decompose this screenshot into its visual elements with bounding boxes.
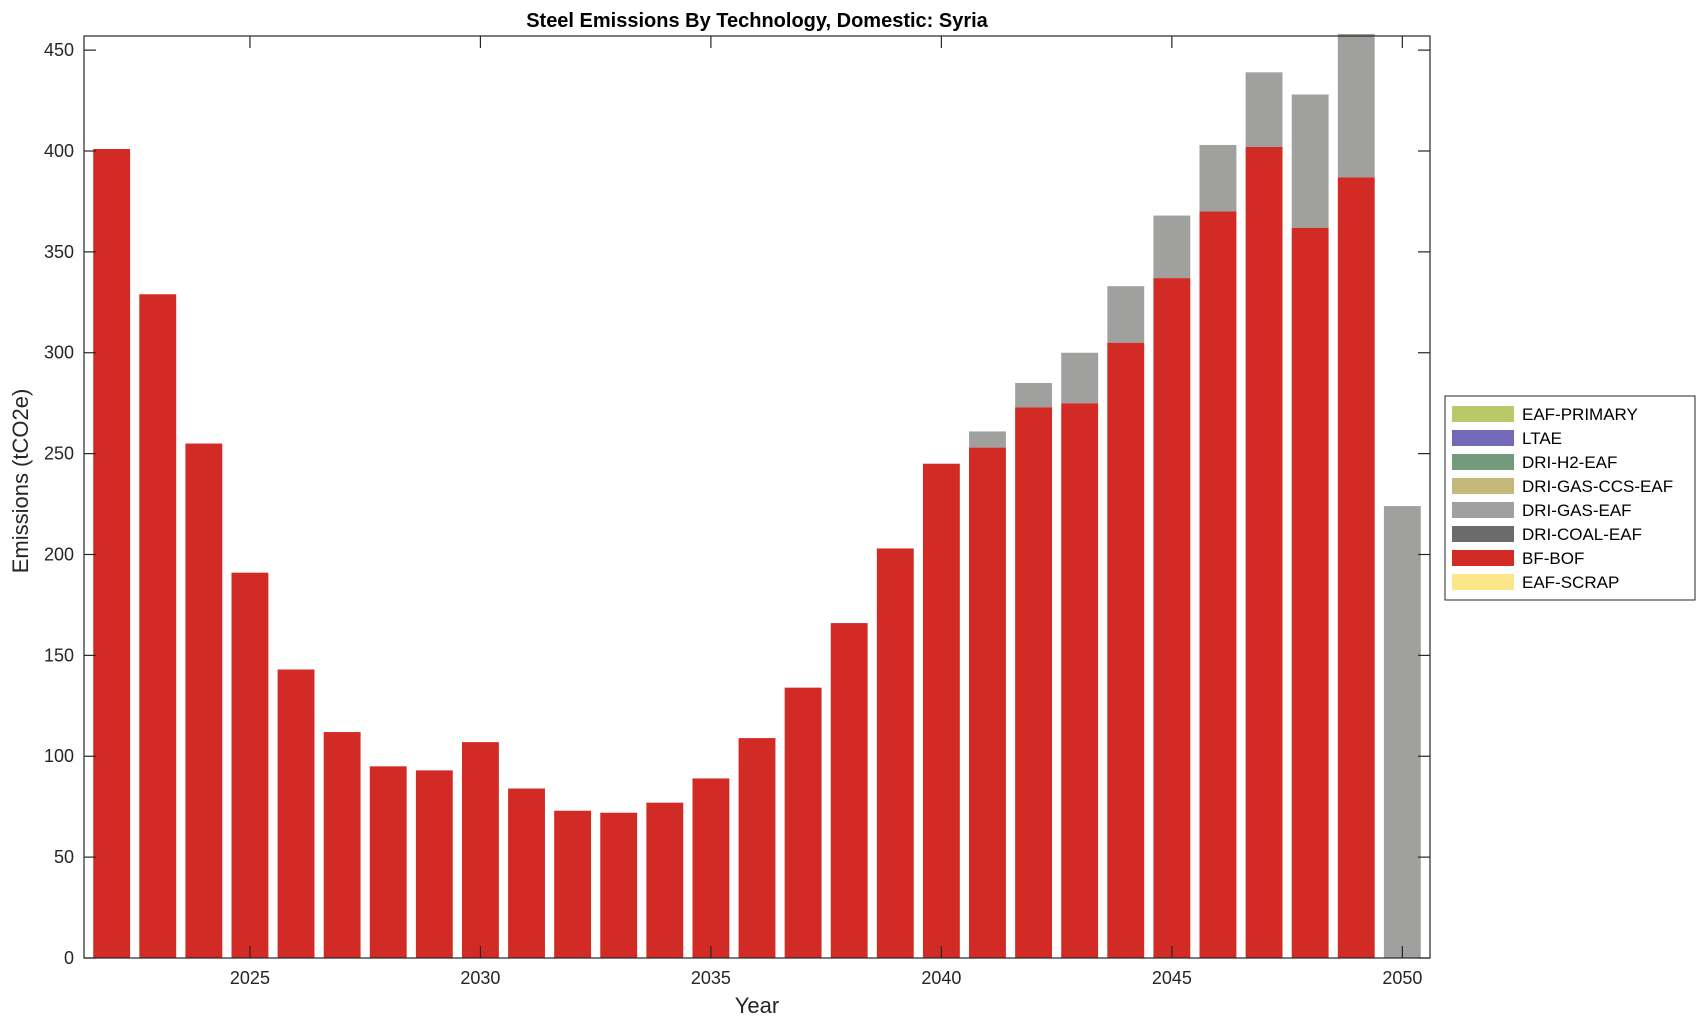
x-tick-label: 2030 — [460, 968, 500, 988]
bar-bf-bof-2028 — [369, 766, 407, 958]
y-tick-label: 450 — [44, 40, 74, 60]
x-tick-label: 2025 — [230, 968, 270, 988]
bar-dri-gas-eaf-2045 — [1153, 215, 1191, 279]
bar-bf-bof-2032 — [554, 810, 592, 958]
y-tick-label: 150 — [44, 645, 74, 665]
x-tick-label: 2050 — [1382, 968, 1422, 988]
y-tick-label: 250 — [44, 444, 74, 464]
legend-label-eaf-scrap: EAF-SCRAP — [1522, 573, 1619, 592]
bar-bf-bof-2036 — [738, 738, 776, 958]
y-tick-label: 300 — [44, 343, 74, 363]
y-axis-title: Emissions (tCO2e) — [8, 389, 33, 574]
y-tick-label: 350 — [44, 242, 74, 262]
legend-swatch-dri-gas-eaf — [1452, 502, 1514, 518]
bar-dri-gas-eaf-2041 — [969, 431, 1006, 448]
y-tick-label: 100 — [44, 746, 74, 766]
y-tick-label: 400 — [44, 141, 74, 161]
bar-bf-bof-2035 — [692, 778, 730, 958]
bars-layer — [93, 33, 1421, 959]
plot-area-border — [83, 35, 1431, 959]
bar-bf-bof-2022 — [93, 148, 131, 959]
bar-dri-gas-eaf-2048 — [1291, 94, 1329, 228]
legend-swatch-dri-coal-eaf — [1452, 526, 1514, 542]
x-tick-label: 2035 — [691, 968, 731, 988]
bar-bf-bof-2025 — [231, 572, 269, 958]
x-axis-title: Year — [735, 993, 779, 1018]
bar-dri-gas-eaf-2049 — [1337, 33, 1375, 178]
legend-swatch-eaf-primary — [1452, 406, 1514, 422]
bar-bf-bof-2024 — [185, 443, 223, 958]
bar-bf-bof-2027 — [323, 732, 361, 958]
legend-label-dri-gas-eaf: DRI-GAS-EAF — [1522, 501, 1632, 520]
bar-bf-bof-2044 — [1107, 342, 1145, 958]
bar-bf-bof-2039 — [876, 548, 914, 958]
legend-swatch-bf-bof — [1452, 550, 1514, 566]
y-tick-label: 200 — [44, 544, 74, 564]
bar-dri-gas-eaf-2046 — [1199, 144, 1237, 212]
bar-bf-bof-2034 — [646, 802, 684, 958]
bar-bf-bof-2029 — [415, 770, 453, 958]
x-tick-label: 2040 — [921, 968, 961, 988]
bar-bf-bof-2047 — [1245, 146, 1283, 958]
y-tick-label: 0 — [64, 948, 74, 968]
legend-swatch-dri-gas-ccs-eaf — [1452, 478, 1514, 494]
bar-bf-bof-2045 — [1153, 278, 1191, 959]
legend: EAF-PRIMARY LTAE DRI-H2-EAF DRI-GAS-CCS-EAF… — [1444, 395, 1696, 601]
bar-bf-bof-2038 — [830, 623, 868, 958]
legend-label-dri-h2-eaf: DRI-H2-EAF — [1522, 453, 1617, 472]
bar-dri-gas-eaf-2042 — [1015, 383, 1053, 408]
bar-bf-bof-2033 — [600, 812, 638, 958]
bar-bf-bof-2040 — [922, 463, 960, 958]
bar-bf-bof-2048 — [1291, 227, 1329, 958]
legend-label-dri-coal-eaf: DRI-COAL-EAF — [1522, 525, 1642, 544]
bar-bf-bof-2037 — [784, 687, 822, 958]
bar-bf-bof-2041 — [969, 447, 1006, 958]
legend-swatch-dri-h2-eaf — [1452, 454, 1514, 470]
bar-bf-bof-2043 — [1061, 403, 1099, 958]
legend-label-bf-bof: BF-BOF — [1522, 549, 1584, 568]
bar-bf-bof-2030 — [461, 742, 499, 958]
chart-title: Steel Emissions By Technology, Domestic:… — [526, 10, 988, 32]
legend-frame — [1444, 395, 1696, 601]
bar-bf-bof-2026 — [277, 669, 315, 958]
bar-bf-bof-2046 — [1199, 211, 1237, 958]
bar-dri-gas-eaf-2047 — [1245, 72, 1283, 147]
y-tick-label: 50 — [54, 847, 74, 867]
bar-dri-gas-eaf-2044 — [1107, 286, 1145, 343]
bar-bf-bof-2042 — [1015, 407, 1053, 959]
legend-swatch-ltae — [1452, 430, 1514, 446]
bar-bf-bof-2023 — [139, 294, 177, 958]
bar-bf-bof-2031 — [508, 788, 545, 958]
axes-layer: 0 50 100 150 200 250 300 350 400 450 2025 2030 2035 2… — [44, 35, 1431, 988]
legend-label-dri-gas-ccs-eaf: DRI-GAS-CCS-EAF — [1522, 477, 1673, 496]
bar-dri-gas-eaf-2043 — [1061, 352, 1099, 404]
x-tick-label: 2045 — [1152, 968, 1192, 988]
legend-swatch-eaf-scrap — [1452, 574, 1514, 590]
legend-label-eaf-primary: EAF-PRIMARY — [1522, 405, 1638, 424]
legend-label-ltae: LTAE — [1522, 429, 1562, 448]
bar-dri-gas-eaf-2050 — [1383, 506, 1421, 958]
bar-bf-bof-2049 — [1337, 177, 1375, 959]
